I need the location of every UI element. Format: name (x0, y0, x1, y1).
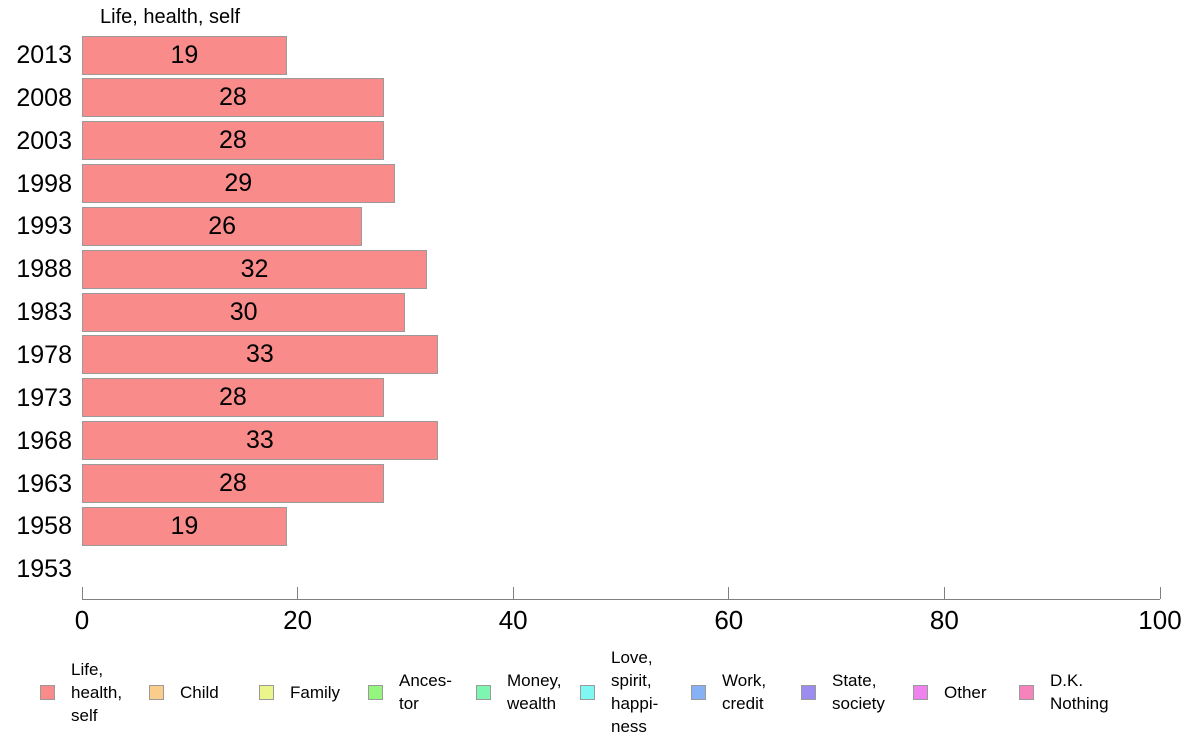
legend-label: State, society (832, 671, 885, 713)
x-axis-tick-label: 80 (929, 605, 959, 635)
legend-swatch (580, 684, 595, 700)
bar-value-label: 29 (224, 169, 253, 198)
x-axis-tick (81, 587, 83, 599)
category-label: 1953 (16, 555, 72, 584)
bar-value-label: 26 (208, 211, 237, 240)
bar: 32 (82, 249, 427, 289)
legend-label: Life, health, self (71, 659, 123, 725)
x-axis-tick (1159, 587, 1161, 599)
legend-swatch (40, 684, 55, 700)
legend-label: Work, credit (722, 671, 767, 713)
chart-title: Life, health, self (100, 6, 241, 28)
category-label: 1978 (16, 340, 72, 369)
bar-value-label: 33 (245, 340, 274, 369)
category-label: 2008 (16, 83, 72, 112)
legend-item: Other (913, 648, 987, 736)
category-label: 1983 (16, 298, 72, 327)
x-axis-tick (512, 587, 514, 599)
legend-label: Ances- tor (399, 671, 452, 713)
legend-label: D.K. Nothing (1050, 671, 1109, 713)
category-label: 1998 (16, 169, 72, 198)
x-axis-tick-label: 20 (283, 605, 313, 635)
x-axis-tick (943, 587, 945, 599)
x-axis-tick-label: 0 (74, 605, 90, 635)
bar-value-label: 28 (219, 83, 247, 112)
bar-value-label: 32 (240, 254, 269, 283)
bar: 30 (82, 292, 406, 332)
legend-item: Family (259, 648, 340, 736)
category-label: 1963 (16, 469, 72, 498)
x-axis-tick (297, 587, 299, 599)
legend-item: Ances- tor (368, 648, 452, 736)
bar-value-label: 30 (229, 297, 258, 326)
category-label: 2003 (16, 126, 72, 155)
bar-value-label: 33 (245, 426, 274, 455)
bar: 28 (82, 78, 384, 118)
legend-label: Child (180, 682, 219, 702)
bar: 19 (82, 35, 287, 75)
legend-item: Money, wealth (476, 648, 562, 736)
legend-swatch (691, 684, 706, 700)
legend-swatch (259, 684, 274, 700)
legend-swatch (801, 684, 816, 700)
legend-item: Love, spirit, happi- ness (580, 648, 658, 736)
legend-swatch (476, 684, 491, 700)
category-label: 1968 (16, 426, 72, 455)
bar-value-label: 28 (219, 469, 247, 497)
category-label: 1988 (16, 255, 72, 284)
legend-item: Life, health, self (40, 648, 122, 736)
legend-item: State, society (801, 648, 885, 736)
x-axis-line (82, 599, 1160, 600)
legend-swatch (149, 684, 164, 700)
bar: 26 (82, 206, 363, 246)
bar-value-label: 28 (219, 383, 247, 412)
category-label: 2013 (16, 41, 72, 69)
bar: 28 (82, 121, 384, 161)
legend-item: Work, credit (691, 648, 766, 736)
bar: 33 (82, 335, 438, 375)
legend-swatch (1019, 684, 1034, 700)
bar-value-label: 19 (170, 40, 199, 69)
legend-label: Other (944, 682, 987, 702)
legend-swatch (913, 684, 928, 700)
legend-label: Money, wealth (507, 671, 562, 713)
bar-value-label: 28 (219, 126, 247, 155)
category-label: 1958 (16, 512, 72, 541)
legend-label: Family (290, 682, 341, 702)
category-label: 1973 (16, 383, 72, 412)
x-axis-tick (728, 587, 730, 599)
legend-item: D.K. Nothing (1019, 648, 1109, 736)
bar: 28 (82, 464, 384, 503)
x-axis-tick-label: 60 (714, 605, 744, 635)
category-label: 1993 (16, 212, 72, 241)
bar: 28 (82, 378, 384, 418)
legend-label: Love, spirit, happi- ness (611, 648, 659, 736)
bar: 19 (82, 506, 287, 546)
bar: 33 (82, 421, 438, 461)
x-axis-tick-label: 100 (1138, 605, 1182, 635)
bar-value-label: 19 (170, 511, 199, 540)
bar: 29 (82, 164, 395, 204)
legend-swatch (368, 684, 383, 700)
legend-item: Child (149, 648, 219, 736)
x-axis-tick-label: 40 (498, 605, 528, 635)
